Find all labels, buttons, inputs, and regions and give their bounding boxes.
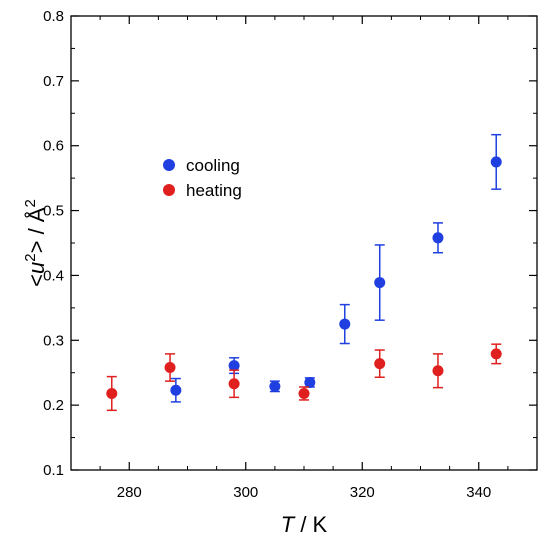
data-point — [106, 387, 118, 399]
y-tick-label: 0.2 — [43, 397, 64, 414]
data-point — [374, 277, 386, 289]
data-point — [432, 232, 444, 244]
legend-label-heating: heating — [186, 181, 242, 200]
data-point — [432, 365, 444, 377]
data-point — [304, 376, 316, 388]
data-marks — [106, 133, 502, 412]
x-axis-ticks — [70, 16, 538, 470]
series-heating — [106, 343, 502, 412]
legend: cooling heating — [163, 156, 242, 200]
x-tick-labels: 280 300 320 340 — [117, 484, 492, 501]
data-point — [228, 378, 240, 390]
y-tick-label: 0.3 — [43, 332, 64, 349]
data-point — [269, 380, 281, 392]
legend-label-cooling: cooling — [186, 156, 240, 175]
y-tick-label: 0.6 — [43, 138, 64, 155]
data-point — [170, 384, 182, 396]
y-tick-label: 0.4 — [43, 267, 64, 284]
x-tick-label: 300 — [233, 484, 258, 501]
plot-frame — [70, 15, 538, 471]
x-axis-title: T / K — [281, 512, 328, 537]
data-point — [490, 348, 502, 360]
x-tick-label: 340 — [466, 484, 491, 501]
x-tick-label: 320 — [350, 484, 375, 501]
y-tick-label: 0.1 — [43, 462, 64, 479]
data-point — [298, 387, 310, 399]
y-tick-label: 0.5 — [43, 203, 64, 220]
data-point — [339, 318, 351, 330]
y-tick-label: 0.8 — [43, 8, 64, 25]
data-point — [490, 156, 502, 168]
series-cooling — [170, 133, 502, 403]
data-point — [164, 362, 176, 374]
data-point — [228, 360, 240, 372]
legend-marker-cooling — [163, 159, 175, 171]
axis-titles: T / K <u2> / Å2 — [22, 199, 328, 537]
y-tick-labels: 0.1 0.2 0.3 0.4 0.5 0.6 0.7 0.8 — [43, 8, 64, 479]
legend-marker-heating — [163, 184, 175, 196]
x-tick-label: 280 — [117, 484, 142, 501]
y-axis-ticks — [71, 15, 537, 471]
y-axis-title: <u2> / Å2 — [22, 199, 49, 287]
data-point — [374, 358, 386, 370]
y-tick-label: 0.7 — [43, 73, 64, 90]
